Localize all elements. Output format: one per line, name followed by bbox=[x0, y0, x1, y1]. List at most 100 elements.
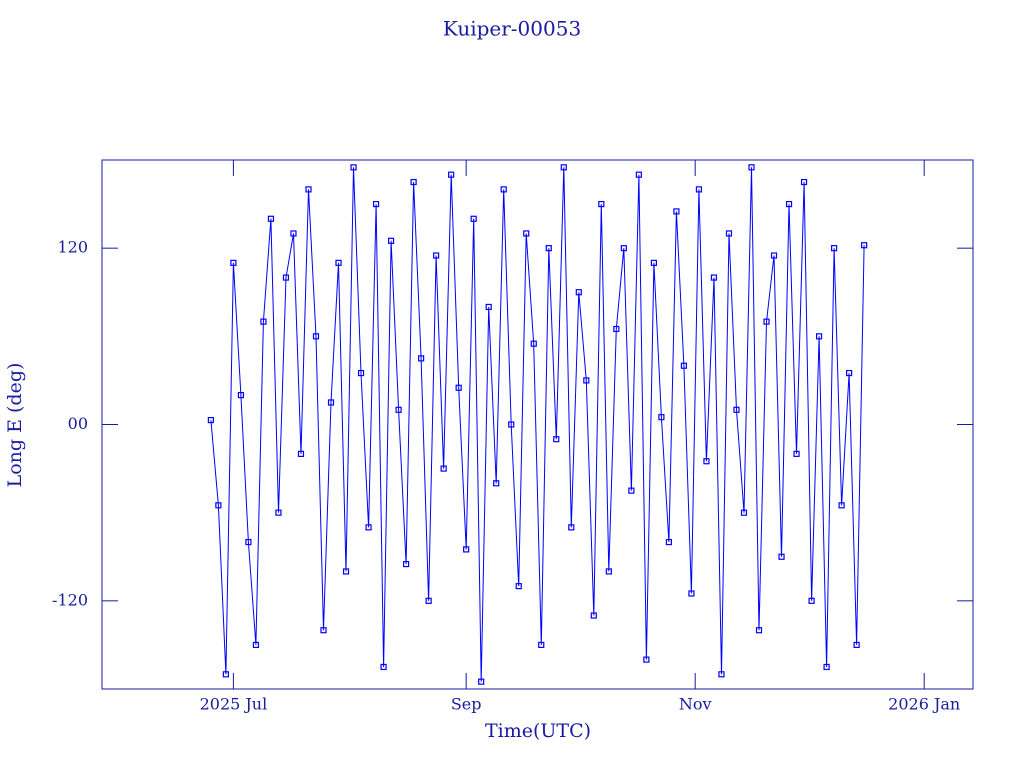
point bbox=[402, 560, 410, 568]
point bbox=[861, 242, 868, 249]
y-axis-label: Long E (deg) bbox=[4, 363, 26, 488]
point bbox=[508, 421, 515, 428]
point bbox=[628, 487, 635, 494]
point bbox=[650, 259, 657, 266]
series-line bbox=[210, 167, 865, 682]
point bbox=[718, 671, 725, 678]
point bbox=[222, 671, 229, 678]
point bbox=[245, 538, 252, 546]
point bbox=[748, 164, 755, 171]
point bbox=[312, 333, 320, 340]
point bbox=[545, 245, 552, 252]
point bbox=[305, 186, 312, 193]
point bbox=[695, 186, 703, 193]
x-tick-label: Nov bbox=[679, 695, 712, 714]
point bbox=[778, 553, 785, 560]
point bbox=[463, 546, 470, 553]
point bbox=[515, 583, 522, 590]
point bbox=[658, 414, 665, 421]
point bbox=[568, 524, 575, 531]
point bbox=[673, 208, 680, 215]
point bbox=[523, 230, 530, 237]
point bbox=[560, 164, 567, 171]
point bbox=[763, 318, 770, 325]
point bbox=[553, 436, 560, 443]
point bbox=[793, 450, 800, 457]
point bbox=[838, 502, 845, 509]
point bbox=[387, 237, 395, 244]
point bbox=[335, 259, 342, 266]
point bbox=[785, 200, 793, 208]
point bbox=[530, 340, 537, 347]
point bbox=[433, 252, 440, 259]
point bbox=[493, 480, 500, 487]
y-tick-label: -120 bbox=[52, 590, 88, 609]
point bbox=[440, 465, 447, 472]
point bbox=[365, 524, 372, 531]
y-tick-label: 00 bbox=[68, 414, 88, 433]
point bbox=[410, 178, 417, 186]
point bbox=[252, 641, 260, 649]
point bbox=[710, 274, 718, 281]
point bbox=[418, 355, 425, 362]
point bbox=[846, 369, 853, 377]
point bbox=[755, 627, 763, 634]
plot-frame bbox=[101, 159, 974, 690]
point bbox=[815, 333, 823, 340]
point bbox=[230, 259, 237, 266]
x-axis-label: Time(UTC) bbox=[485, 720, 591, 742]
point bbox=[680, 362, 688, 369]
y-tick-label: 120 bbox=[57, 238, 88, 257]
point bbox=[478, 678, 485, 685]
point bbox=[455, 384, 462, 391]
point bbox=[830, 245, 838, 252]
point bbox=[485, 303, 492, 311]
point bbox=[665, 538, 673, 546]
point bbox=[260, 318, 267, 325]
point bbox=[770, 252, 778, 259]
x-tick-label: Sep bbox=[451, 695, 482, 714]
point bbox=[613, 325, 620, 333]
point bbox=[207, 416, 214, 424]
point bbox=[342, 568, 350, 575]
point bbox=[583, 377, 590, 384]
point bbox=[575, 289, 582, 296]
point bbox=[635, 171, 642, 178]
point bbox=[823, 663, 830, 671]
point bbox=[372, 200, 380, 208]
point bbox=[282, 274, 290, 281]
point bbox=[590, 612, 597, 619]
point bbox=[500, 186, 507, 193]
point bbox=[350, 164, 357, 171]
point bbox=[800, 178, 808, 186]
point bbox=[395, 406, 402, 413]
point bbox=[688, 590, 695, 597]
point bbox=[605, 568, 612, 575]
point bbox=[620, 245, 627, 252]
point bbox=[598, 200, 605, 208]
point bbox=[327, 399, 335, 406]
point bbox=[237, 392, 245, 399]
point bbox=[853, 641, 860, 649]
point bbox=[425, 597, 432, 604]
point bbox=[290, 230, 297, 237]
point bbox=[538, 641, 545, 649]
x-tick-label: 2025 Jul bbox=[200, 695, 268, 714]
point bbox=[380, 663, 387, 671]
point bbox=[448, 171, 455, 178]
point bbox=[470, 215, 477, 222]
x-tick-label: 2026 Jan bbox=[888, 695, 960, 714]
point bbox=[297, 450, 305, 457]
point bbox=[320, 627, 327, 634]
point bbox=[740, 509, 748, 516]
point bbox=[275, 509, 282, 516]
point bbox=[357, 369, 365, 377]
point bbox=[725, 230, 733, 237]
chart-title: Kuiper-00053 bbox=[443, 17, 581, 41]
point bbox=[215, 502, 222, 509]
point bbox=[267, 215, 275, 222]
point bbox=[733, 406, 740, 413]
point bbox=[703, 458, 710, 465]
point bbox=[808, 597, 815, 604]
